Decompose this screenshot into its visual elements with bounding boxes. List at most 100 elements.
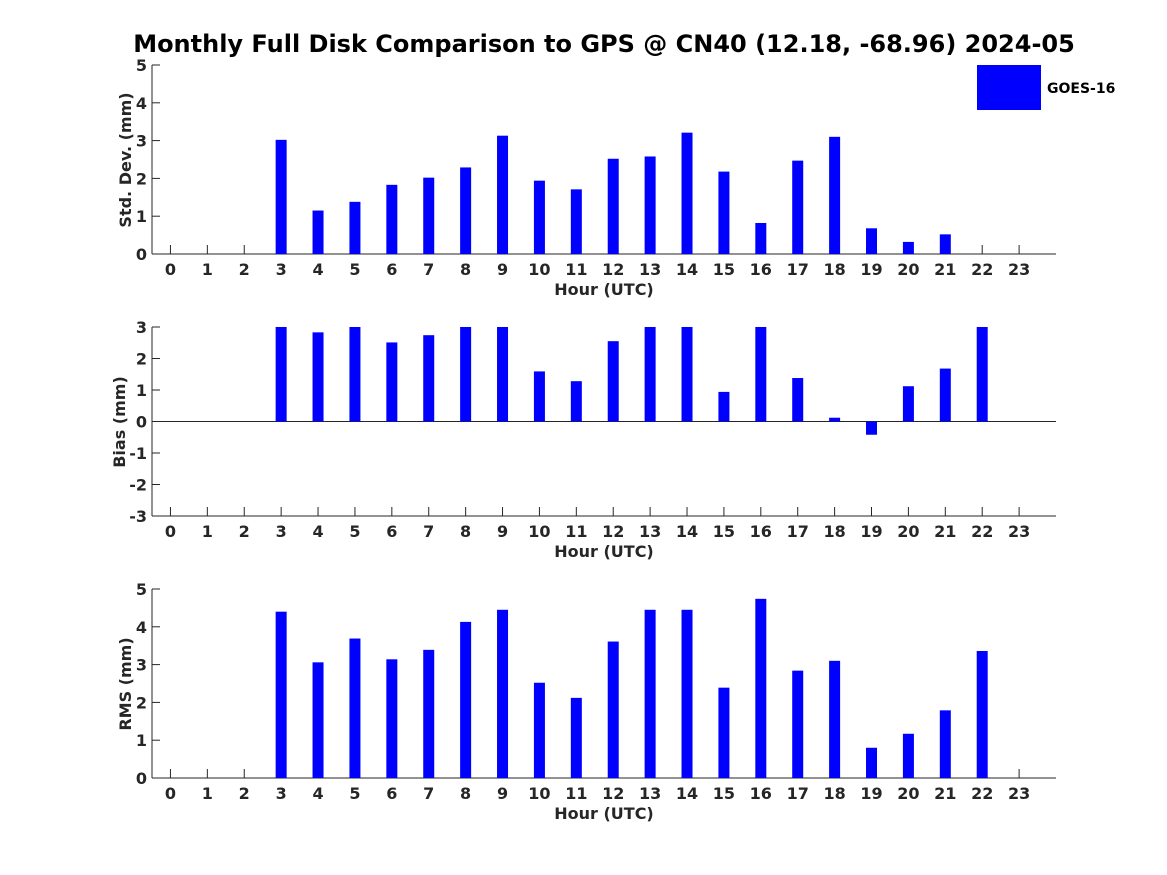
x-tick-label: 20: [897, 784, 919, 803]
x-tick-label: 12: [602, 260, 624, 279]
bar: [718, 687, 730, 778]
y-tick-label: -1: [129, 444, 147, 463]
bar: [718, 391, 730, 422]
bar: [792, 378, 804, 422]
x-tick-label: 16: [750, 784, 772, 803]
bar: [533, 371, 545, 422]
x-tick-label: 3: [276, 522, 287, 541]
x-tick-label: 19: [860, 784, 882, 803]
x-tick-label: 15: [713, 784, 735, 803]
bar: [755, 327, 767, 422]
x-tick-label: 14: [676, 522, 698, 541]
x-tick-label: 1: [202, 260, 213, 279]
x-tick-label: 9: [497, 522, 508, 541]
x-tick-label: 16: [750, 260, 772, 279]
x-tick-label: 9: [497, 784, 508, 803]
x-tick-label: 3: [276, 260, 287, 279]
x-tick-label: 10: [528, 784, 550, 803]
bar: [866, 747, 878, 778]
bar: [497, 609, 509, 778]
bar: [533, 180, 545, 254]
x-tick-label: 4: [312, 260, 323, 279]
bar: [792, 160, 804, 254]
x-tick-label: 14: [676, 260, 698, 279]
x-tick-label: 21: [934, 522, 956, 541]
x-tick-label: 4: [312, 784, 323, 803]
x-tick-label: 3: [276, 784, 287, 803]
x-tick-label: 20: [897, 260, 919, 279]
y-tick-label: 1: [136, 381, 147, 400]
bar: [644, 609, 656, 778]
x-tick-label: 5: [349, 260, 360, 279]
rms-ylabel: RMS (mm): [116, 637, 135, 730]
x-tick-label: 8: [460, 260, 471, 279]
y-tick-label: 2: [136, 693, 147, 712]
x-tick-label: 13: [639, 522, 661, 541]
x-tick-label: 16: [750, 522, 772, 541]
bar: [755, 598, 767, 778]
y-tick-label: 0: [136, 245, 147, 264]
bar: [570, 189, 582, 254]
bar: [976, 327, 988, 422]
bar: [681, 609, 693, 778]
bar: [460, 621, 472, 778]
bar: [423, 335, 435, 422]
x-tick-label: 11: [565, 260, 587, 279]
bias-ylabel: Bias (mm): [110, 376, 129, 468]
bar: [423, 177, 435, 254]
x-tick-label: 14: [676, 784, 698, 803]
x-tick-label: 12: [602, 522, 624, 541]
bar: [460, 327, 472, 422]
legend-label: GOES-16: [1047, 81, 1115, 97]
y-tick-label: 2: [136, 169, 147, 188]
bar: [792, 670, 804, 778]
bar: [939, 234, 951, 254]
x-tick-label: 15: [713, 260, 735, 279]
bar: [312, 662, 324, 778]
bar: [902, 386, 914, 422]
x-tick-label: 11: [565, 522, 587, 541]
y-tick-label: 4: [136, 94, 147, 113]
x-tick-label: 4: [312, 522, 323, 541]
y-tick-label: 4: [136, 618, 147, 637]
x-tick-label: 7: [423, 522, 434, 541]
x-tick-label: 18: [823, 260, 845, 279]
legend-swatch: [977, 65, 1041, 110]
y-tick-label: 5: [136, 56, 147, 75]
x-tick-label: 22: [971, 260, 993, 279]
x-tick-label: 12: [602, 784, 624, 803]
bar: [866, 228, 878, 254]
x-tick-label: 6: [386, 784, 397, 803]
bar: [644, 327, 656, 422]
x-tick-label: 22: [971, 522, 993, 541]
bar: [275, 611, 287, 778]
bar: [570, 381, 582, 422]
bar: [497, 327, 509, 422]
bar: [866, 421, 878, 435]
y-tick-label: 2: [136, 350, 147, 369]
rms-xlabel: Hour (UTC): [554, 804, 654, 823]
y-tick-label: 3: [136, 132, 147, 151]
y-tick-label: 1: [136, 207, 147, 226]
bar: [939, 368, 951, 422]
bar: [902, 241, 914, 254]
bar: [349, 638, 361, 778]
x-tick-label: 5: [349, 522, 360, 541]
std-dev-xlabel: Hour (UTC): [554, 280, 654, 299]
x-tick-label: 7: [423, 784, 434, 803]
bar: [386, 184, 398, 254]
x-tick-label: 8: [460, 784, 471, 803]
bar: [829, 660, 841, 778]
bar: [607, 158, 619, 254]
bar: [939, 710, 951, 778]
y-tick-label: 1: [136, 731, 147, 750]
x-tick-label: 10: [528, 260, 550, 279]
x-tick-label: 18: [823, 784, 845, 803]
y-tick-label: 0: [136, 769, 147, 788]
x-tick-label: 2: [239, 784, 250, 803]
bar: [312, 210, 324, 254]
bar: [570, 697, 582, 778]
x-tick-label: 23: [1008, 260, 1030, 279]
x-tick-label: 23: [1008, 784, 1030, 803]
